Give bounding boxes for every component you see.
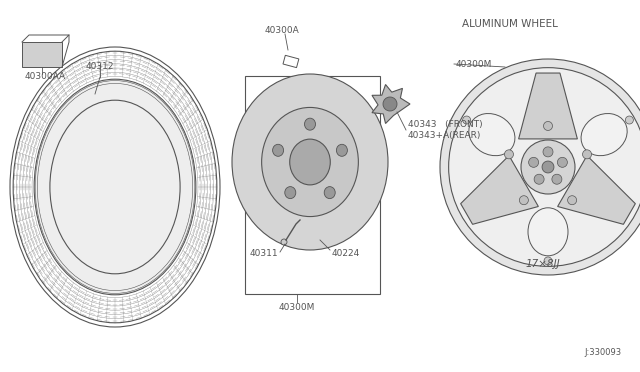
Ellipse shape xyxy=(324,187,335,199)
Circle shape xyxy=(542,161,554,173)
Text: 40224: 40224 xyxy=(332,250,360,259)
Text: 40343+A(REAR): 40343+A(REAR) xyxy=(408,131,481,140)
Circle shape xyxy=(552,174,562,184)
Bar xyxy=(283,55,299,68)
Circle shape xyxy=(544,257,552,265)
Bar xyxy=(245,76,380,294)
Polygon shape xyxy=(372,84,410,124)
Ellipse shape xyxy=(232,74,388,250)
Ellipse shape xyxy=(528,208,568,256)
Circle shape xyxy=(534,174,544,184)
Ellipse shape xyxy=(582,150,591,159)
Circle shape xyxy=(625,116,634,124)
Text: 40300AA: 40300AA xyxy=(25,72,66,81)
Circle shape xyxy=(440,59,640,275)
Circle shape xyxy=(281,239,287,245)
Ellipse shape xyxy=(520,196,529,205)
Text: J:330093: J:330093 xyxy=(585,348,622,357)
Ellipse shape xyxy=(285,187,296,199)
Circle shape xyxy=(543,147,553,157)
Bar xyxy=(22,42,62,67)
Circle shape xyxy=(521,140,575,194)
Ellipse shape xyxy=(290,139,330,185)
Ellipse shape xyxy=(262,108,358,217)
Circle shape xyxy=(383,97,397,111)
Ellipse shape xyxy=(469,113,515,155)
Text: 40312: 40312 xyxy=(86,62,115,71)
Ellipse shape xyxy=(581,113,627,155)
Polygon shape xyxy=(557,155,636,224)
Polygon shape xyxy=(518,73,577,139)
Circle shape xyxy=(557,157,568,167)
Ellipse shape xyxy=(543,122,552,131)
Ellipse shape xyxy=(305,118,316,130)
Text: 17×8JJ: 17×8JJ xyxy=(525,259,560,269)
Circle shape xyxy=(529,157,539,167)
Ellipse shape xyxy=(504,150,513,159)
Circle shape xyxy=(463,116,470,124)
Ellipse shape xyxy=(568,196,577,205)
Polygon shape xyxy=(461,155,538,224)
Circle shape xyxy=(449,68,640,266)
Text: 40300A: 40300A xyxy=(264,26,300,35)
Text: 40300M: 40300M xyxy=(456,60,492,68)
Text: 40343   (FRONT): 40343 (FRONT) xyxy=(408,119,483,128)
Text: ALUMINUM WHEEL: ALUMINUM WHEEL xyxy=(462,19,558,29)
Text: 40311: 40311 xyxy=(250,250,278,259)
Ellipse shape xyxy=(34,79,196,295)
Ellipse shape xyxy=(337,144,348,156)
Text: 40300M: 40300M xyxy=(279,302,315,311)
Ellipse shape xyxy=(273,144,284,156)
